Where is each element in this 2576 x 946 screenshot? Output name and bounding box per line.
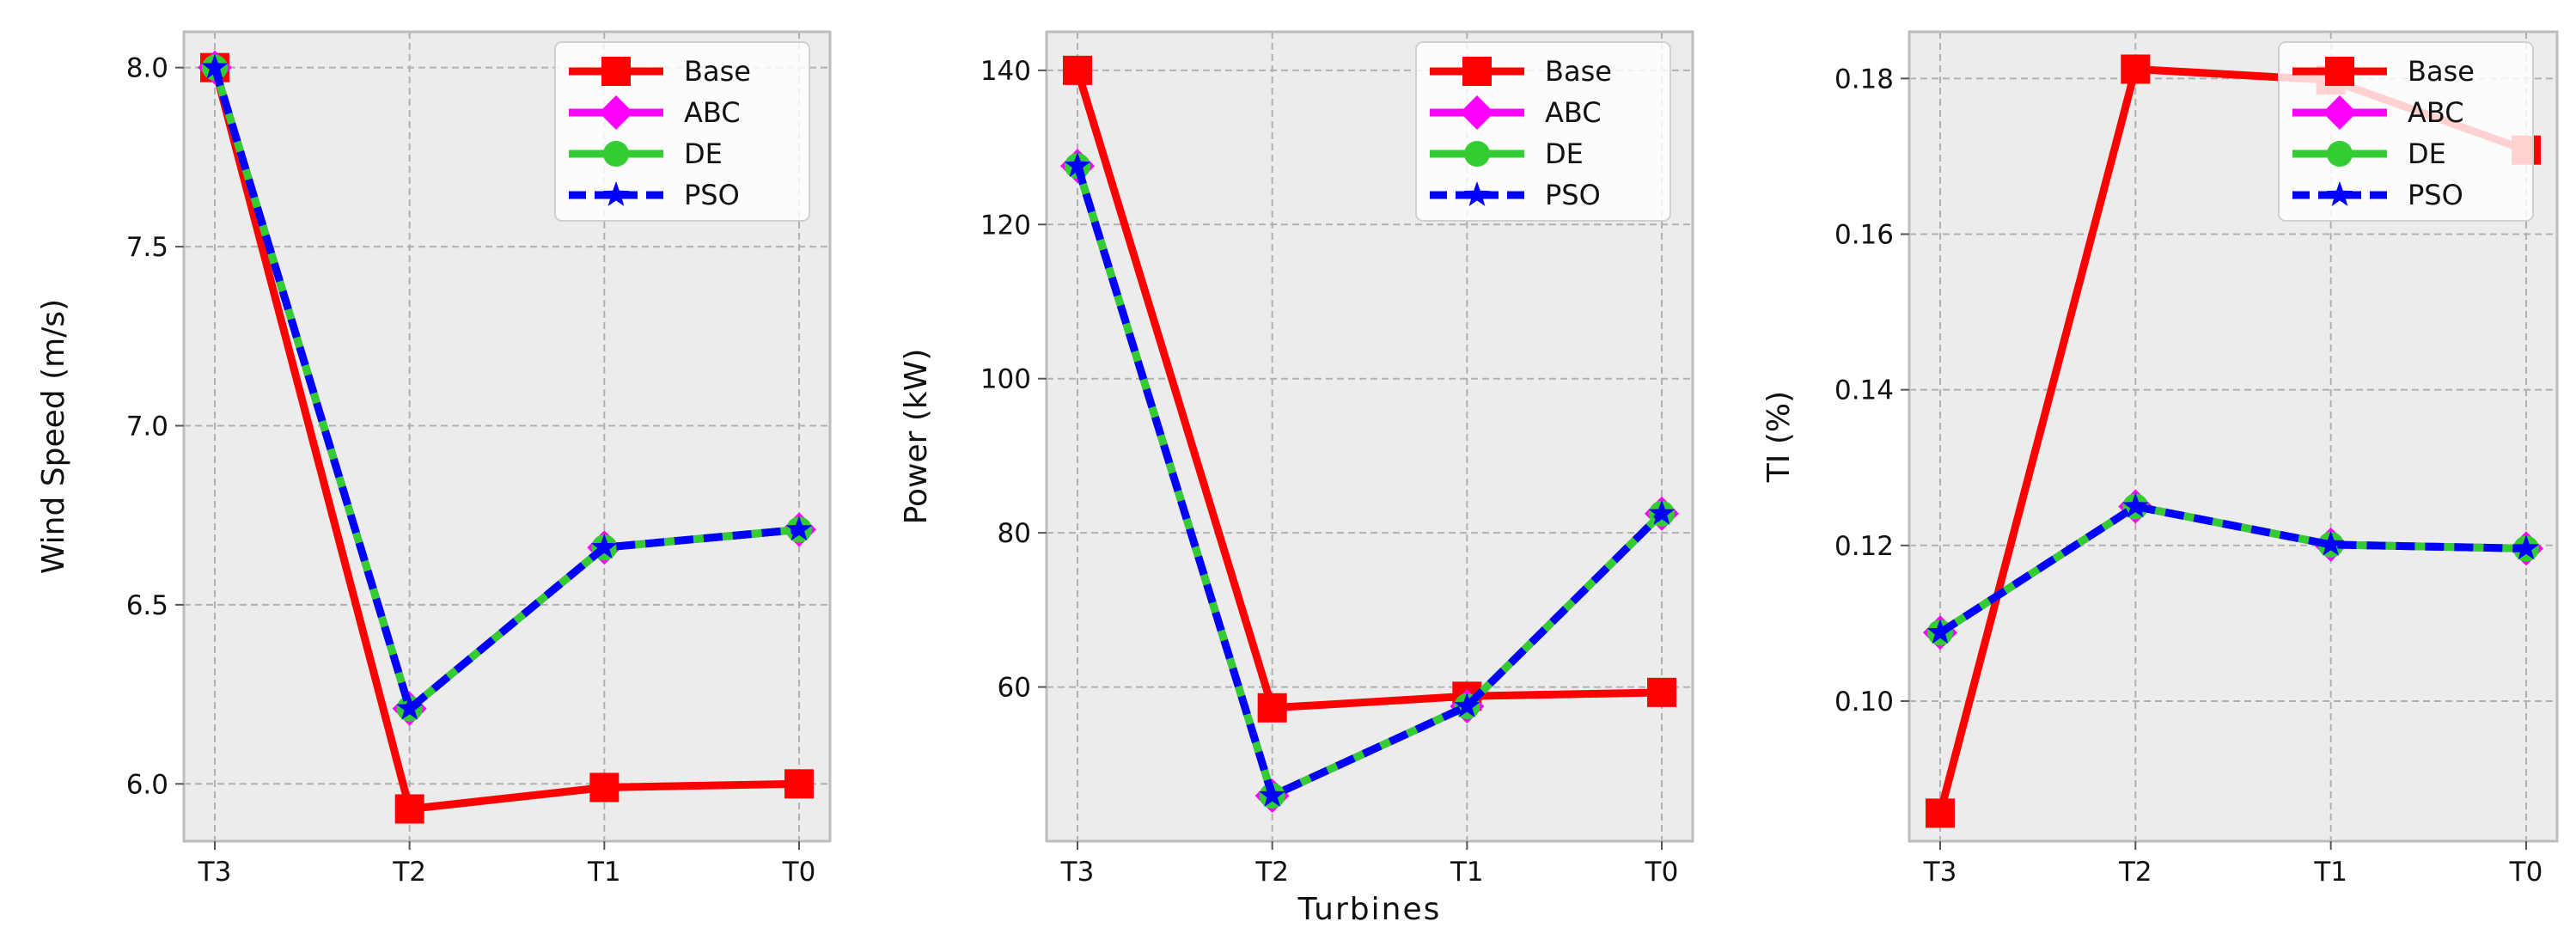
data-point-base <box>1647 677 1676 707</box>
x-tick-label: T1 <box>1450 857 1484 888</box>
y-tick-label: 140 <box>980 56 1031 87</box>
legend-label-pso: PSO <box>684 179 740 211</box>
data-point-pso <box>396 694 423 720</box>
y-tick-label: 60 <box>998 673 1031 704</box>
data-point-pso <box>785 516 813 541</box>
data-point-pso <box>201 53 229 79</box>
y-tick-label: 0.16 <box>1834 220 1894 251</box>
legend-box <box>1415 41 1671 222</box>
legend-marker-abc <box>2323 95 2357 130</box>
y-tick-label: 8.0 <box>126 53 168 84</box>
legend-label-de: DE <box>2408 137 2446 170</box>
legend-marker-base <box>2325 57 2354 86</box>
data-point-base <box>1063 55 1092 85</box>
y-axis-label: TI (%) <box>1761 391 1797 483</box>
legend-label-abc: ABC <box>684 96 741 129</box>
legend: Base ABC DE PSO <box>2278 41 2534 222</box>
series-line-base <box>211 66 800 813</box>
data-point-pso <box>1648 499 1676 525</box>
y-axis-label: Wind Speed (m/s) <box>36 299 71 574</box>
legend-label-base: Base <box>2408 55 2475 88</box>
data-point-pso <box>2512 534 2540 560</box>
legend-marker-de <box>603 141 629 167</box>
x-tick-label: T1 <box>2313 857 2347 888</box>
y-tick-label: 120 <box>980 210 1031 241</box>
x-tick-label: T2 <box>1254 857 1289 888</box>
series-line-pso <box>1073 164 1665 800</box>
legend-marker-base <box>601 57 631 86</box>
y-tick-label: 0.14 <box>1834 375 1894 406</box>
data-point-base <box>784 769 814 799</box>
legend-label-base: Base <box>1545 55 1612 88</box>
legend-marker-pso <box>2326 181 2353 206</box>
chart-panel-1: 6.0 6.5 7.0 7.5 8.0 T3 T2 T1 T0 Wind Speed (m/s) B… <box>36 30 832 888</box>
series-line-pso <box>211 66 800 713</box>
legend: Base ABC DE PSO <box>1415 41 1671 222</box>
x-tick-label: T0 <box>782 857 816 888</box>
x-tick-label: T3 <box>198 857 232 888</box>
y-tick-label: 6.5 <box>126 590 168 621</box>
legend-marker-pso <box>1463 181 1491 206</box>
data-point-pso <box>1926 619 1954 644</box>
legend-label-pso: PSO <box>1545 179 1601 211</box>
y-tick-label: 6.0 <box>126 769 168 800</box>
series-pso <box>1926 492 2540 644</box>
legend-marker-pso <box>602 181 630 206</box>
series-base <box>1063 55 1676 723</box>
legend-label-abc: ABC <box>2408 96 2464 129</box>
data-point-base <box>589 772 620 803</box>
data-point-base <box>394 794 424 824</box>
y-tick-label: 0.18 <box>1834 64 1894 95</box>
x-tick-label: T0 <box>2509 857 2543 888</box>
y-tick-label: 0.12 <box>1834 531 1894 562</box>
data-point-pso <box>1259 782 1285 807</box>
y-tick-label: 7.0 <box>126 411 168 442</box>
data-point-pso <box>1454 693 1480 717</box>
axes-frame <box>1045 30 1694 843</box>
data-point-base <box>1926 798 1955 828</box>
legend-box <box>2278 41 2534 222</box>
chart-panel-3: 0.10 0.12 0.14 0.16 0.18 T3 T2 T1 T0 TI (%) Base AB… <box>1761 30 2559 888</box>
data-point-base <box>1257 693 1287 723</box>
series-pso <box>1064 152 1676 807</box>
legend-label-de: DE <box>684 137 723 170</box>
chart-panel-2: 60 80 100 120 140 T3 T2 T1 T0 Power (kW) Turbines B… <box>899 30 1694 927</box>
x-tick-label: T3 <box>1923 857 1957 888</box>
series-line-pso <box>1938 503 2527 637</box>
x-tick-label: T2 <box>2118 857 2152 888</box>
y-tick-label: 0.10 <box>1834 687 1894 717</box>
data-point-pso <box>1064 152 1091 177</box>
legend-label-pso: PSO <box>2408 179 2463 211</box>
data-point-pso <box>591 534 618 559</box>
legend-label-abc: ABC <box>1545 96 1602 129</box>
y-tick-label: 100 <box>980 364 1031 395</box>
data-point-base <box>2121 54 2151 84</box>
series-line-base <box>1073 69 1663 712</box>
series-pso <box>201 53 813 720</box>
legend-marker-de <box>2327 141 2353 167</box>
x-tick-label: T3 <box>1060 857 1095 888</box>
legend-marker-abc <box>1460 95 1494 130</box>
x-tick-label: T1 <box>587 857 621 888</box>
legend-label-base: Base <box>684 55 751 88</box>
data-point-pso <box>2122 492 2149 518</box>
data-point-pso <box>2317 530 2344 556</box>
legend-box <box>554 41 810 222</box>
legend-marker-de <box>1464 141 1490 167</box>
x-axis-label: Turbines <box>1297 892 1442 927</box>
y-tick-label: 7.5 <box>126 232 168 263</box>
y-axis-label: Power (kW) <box>899 349 934 525</box>
legend-label-de: DE <box>1545 137 1584 170</box>
x-tick-label: T0 <box>1645 857 1679 888</box>
legend-marker-base <box>1462 57 1492 86</box>
axes-frame <box>182 30 832 843</box>
y-tick-label: 80 <box>998 518 1031 549</box>
axes-frame <box>1908 30 2559 843</box>
legend: Base ABC DE PSO <box>554 41 810 222</box>
x-tick-label: T2 <box>392 857 426 888</box>
legend-marker-abc <box>599 95 633 130</box>
